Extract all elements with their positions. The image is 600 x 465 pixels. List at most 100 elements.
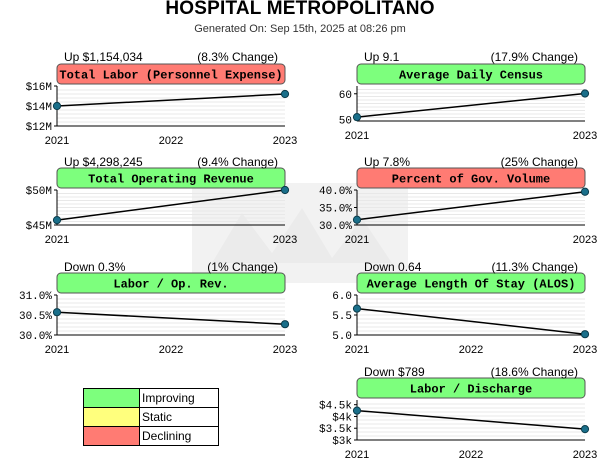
chart-3-x-tick-label: 2021 (45, 234, 69, 246)
chart-6-data-point (352, 304, 362, 313)
chart-6-change-text: Down 0.64 (364, 260, 422, 274)
chart-2-series-line (356, 92, 586, 118)
chart-7-change-text: Down $789 (364, 365, 425, 379)
chart-5-x-tick-label: 2021 (45, 344, 69, 356)
chart-5-title-banner (56, 272, 286, 294)
chart-2-data-point (352, 113, 362, 122)
chart-6-x-tick-label: 2021 (345, 344, 369, 356)
chart-3-change-text: Up $4,298,245 (64, 155, 143, 169)
chart-2-x-tick-label: 2023 (573, 130, 597, 142)
chart-1-x-tick-label: 2023 (273, 135, 297, 147)
chart-6-series-line (356, 307, 586, 335)
chart-6-pct-change: (11.3% Change) (492, 260, 579, 274)
chart-1-y-tick-label: $14M (26, 102, 52, 114)
legend-item-static: Static (84, 408, 218, 427)
chart-6-x-tick-label: 2023 (573, 344, 597, 356)
chart-4-x-tick-label: 2021 (345, 234, 369, 246)
chart-5-x-tick-label: 2023 (273, 344, 297, 356)
chart-6-y-tick-label: 5.0 (332, 331, 352, 343)
chart-3-series-line (56, 189, 286, 221)
chart-1-pct-change: (8.3% Change) (197, 50, 278, 64)
legend-label-improving: Improving (142, 391, 195, 405)
legend-swatch-static (84, 408, 140, 426)
chart-7-data-point (352, 406, 362, 415)
chart-4-pct-change: (25% Change) (501, 155, 578, 169)
legend-swatch-declining (84, 427, 140, 445)
chart-4-series-line (356, 191, 586, 221)
chart-2-change-text: Up 9.1 (364, 50, 400, 64)
chart-5-pct-change: (1% Change) (207, 260, 278, 274)
chart-5-change-text: Down 0.3% (64, 260, 126, 274)
chart-2-data-point (580, 89, 590, 98)
legend-item-declining: Declining (84, 427, 218, 445)
chart-1-y-tick-label: $12M (26, 122, 52, 134)
chart-6-title-banner (356, 272, 586, 294)
chart-1-x-tick-label: 2021 (45, 135, 69, 147)
chart-7-x-tick-label: 2021 (345, 449, 369, 461)
chart-4-y-tick-label: 30.0% (319, 221, 352, 233)
chart-3-title: Total Operating Revenue (88, 173, 254, 187)
chart-1-series-line (56, 93, 286, 107)
chart-6-y-tick-label: 5.5 (332, 311, 352, 323)
chart-3-data-point (280, 185, 290, 195)
chart-4-title: Percent of Gov. Volume (392, 173, 550, 187)
chart-5-y-tick-label: 30.0% (19, 331, 52, 343)
chart-3-y-tick-label: $45M (26, 221, 52, 233)
chart-2-title-banner (356, 63, 586, 85)
chart-1-data-point (280, 89, 290, 99)
chart-4-title-banner (356, 167, 586, 189)
legend: Improving Static Declining (83, 388, 219, 446)
legend-item-improving: Improving (84, 389, 218, 408)
chart-7-x-tick-label: 2022 (459, 449, 483, 461)
chart-1-y-tick-label: $16M (26, 82, 52, 94)
chart-3-data-point (52, 216, 62, 225)
chart-5-title: Labor / Op. Rev. (113, 278, 228, 292)
page-title: HOSPITAL METROPOLITANO (165, 0, 435, 19)
chart-3-pct-change: (9.4% Change) (197, 155, 278, 169)
chart-4-change-text: Up 7.8% (364, 155, 410, 169)
chart-4-y-tick-label: 35.0% (319, 204, 352, 216)
chart-6-x-tick-label: 2022 (459, 344, 483, 356)
chart-7-y-tick-label: $4k (332, 412, 352, 424)
chart-7-pct-change: (18.6% Change) (491, 365, 578, 379)
chart-7-data-point (580, 425, 590, 434)
chart-7-title-banner (356, 377, 586, 399)
chart-1-data-point (52, 101, 62, 111)
chart-6-title: Average Length Of Stay (ALOS) (367, 278, 576, 292)
chart-3-title-banner (56, 167, 286, 189)
chart-2-pct-change: (17.9% Change) (491, 50, 578, 64)
chart-1-title: Total Labor (Personnel Expense) (59, 69, 282, 83)
chart-4-y-tick-label: 40.0% (319, 186, 352, 198)
chart-7-y-tick-label: $3.5k (319, 424, 352, 436)
chart-5-data-point (280, 320, 290, 329)
chart-5-x-tick-label: 2022 (159, 344, 183, 356)
chart-1-title-banner (56, 63, 286, 85)
generated-timestamp: Generated On: Sep 15th, 2025 at 08:26 pm (194, 23, 406, 35)
chart-5-y-tick-label: 31.0% (19, 291, 52, 303)
chart-1-x-tick-label: 2022 (159, 135, 183, 147)
legend-label-static: Static (142, 410, 173, 424)
chart-7-y-tick-label: $4.5k (319, 401, 352, 413)
chart-2-y-tick-label: 60 (339, 90, 352, 102)
chart-2-x-tick-label: 2021 (345, 130, 369, 142)
chart-7-title: Labor / Discharge (410, 383, 532, 397)
chart-1-change-text: Up $1,154,034 (64, 50, 143, 64)
chart-6-y-tick-label: 6.0 (332, 291, 352, 303)
chart-5-y-tick-label: 30.5% (19, 311, 52, 323)
chart-4-data-point (352, 215, 362, 224)
chart-7-y-tick-label: $3k (332, 436, 352, 448)
chart-4-data-point (580, 187, 590, 196)
chart-2-y-tick-label: 50 (339, 116, 352, 128)
chart-7-x-tick-label: 2023 (573, 449, 597, 461)
chart-4-x-tick-label: 2023 (573, 234, 597, 246)
chart-5-series-line (56, 311, 286, 325)
chart-2-title: Average Daily Census (399, 69, 543, 83)
chart-6-data-point (580, 330, 590, 339)
chart-7-series-line (356, 409, 586, 430)
legend-label-declining: Declining (142, 429, 192, 443)
chart-3-x-tick-label: 2023 (273, 234, 297, 246)
watermark-logo (192, 183, 408, 283)
chart-3-y-tick-label: $50M (26, 186, 52, 198)
chart-5-data-point (52, 308, 62, 317)
